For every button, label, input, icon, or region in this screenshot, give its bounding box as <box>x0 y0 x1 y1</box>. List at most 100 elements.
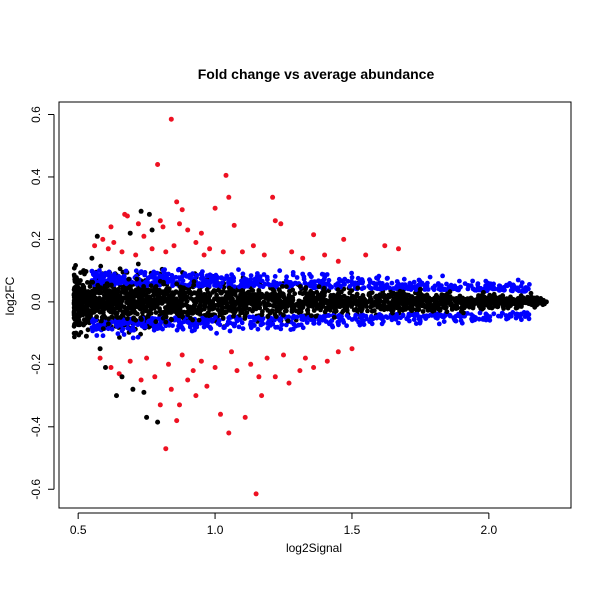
data-point <box>125 294 131 300</box>
data-point <box>112 290 118 295</box>
data-point <box>78 330 84 335</box>
data-point <box>373 294 378 300</box>
data-point <box>198 283 204 288</box>
data-point <box>119 249 125 255</box>
data-point <box>505 305 511 311</box>
data-point <box>157 273 163 279</box>
data-point <box>74 285 80 290</box>
data-point <box>130 335 136 341</box>
data-point <box>160 224 166 230</box>
data-point <box>180 313 185 319</box>
data-point <box>229 349 234 355</box>
data-point <box>283 303 289 308</box>
data-point <box>242 414 248 420</box>
data-point <box>327 298 333 303</box>
data-point <box>251 302 257 307</box>
data-point <box>322 252 328 258</box>
data-point <box>133 252 139 258</box>
data-point <box>313 313 319 319</box>
data-point <box>289 283 295 289</box>
data-point <box>320 294 326 300</box>
data-point <box>92 301 98 306</box>
data-point <box>384 282 390 288</box>
data-point <box>385 315 390 320</box>
data-point <box>316 317 322 322</box>
data-point <box>97 296 103 302</box>
data-point <box>410 302 416 308</box>
data-point <box>411 298 416 303</box>
data-point <box>145 319 151 325</box>
data-point <box>427 299 432 304</box>
data-point <box>331 315 337 320</box>
data-point <box>275 324 280 330</box>
data-point <box>91 304 96 310</box>
data-point <box>129 295 135 301</box>
data-point <box>278 303 284 309</box>
data-point <box>349 275 355 280</box>
data-point <box>491 281 496 287</box>
data-point <box>241 304 247 310</box>
data-point <box>444 291 450 297</box>
data-point <box>316 294 321 300</box>
data-point <box>316 284 322 290</box>
data-point <box>133 268 139 274</box>
data-point <box>330 324 336 330</box>
data-point <box>177 291 183 296</box>
data-point <box>185 377 191 383</box>
data-point <box>465 286 471 292</box>
data-point <box>403 306 409 311</box>
data-point <box>501 284 507 290</box>
data-point <box>437 308 443 313</box>
data-point <box>204 278 209 284</box>
data-point <box>126 276 132 282</box>
data-point <box>187 324 193 330</box>
data-point <box>115 295 121 301</box>
data-point <box>289 249 295 255</box>
data-point <box>106 292 111 298</box>
data-point <box>519 317 524 323</box>
data-point <box>214 330 220 336</box>
data-point <box>377 294 382 300</box>
data-point <box>238 317 243 323</box>
data-point <box>432 301 437 307</box>
data-point <box>395 315 400 320</box>
data-point <box>417 286 423 292</box>
data-point <box>81 317 87 323</box>
data-point <box>174 327 180 333</box>
data-point <box>135 322 141 328</box>
data-point <box>510 288 515 294</box>
y-tick-label: -0.2 <box>29 354 43 375</box>
data-point <box>141 389 147 395</box>
data-point <box>396 246 401 252</box>
data-point <box>130 299 136 305</box>
data-point <box>218 275 224 281</box>
data-point <box>248 273 254 278</box>
data-point <box>95 322 101 328</box>
data-point <box>353 312 359 318</box>
data-point <box>152 286 157 291</box>
data-point <box>333 294 339 300</box>
data-point <box>158 324 164 330</box>
data-point <box>413 321 419 326</box>
data-point <box>436 282 442 288</box>
data-point <box>347 296 353 302</box>
data-point <box>439 313 444 319</box>
data-point <box>146 312 152 318</box>
data-point <box>288 327 294 332</box>
data-point <box>239 293 244 299</box>
data-point <box>420 309 426 314</box>
data-point <box>289 309 295 314</box>
data-point <box>140 304 145 310</box>
data-point <box>85 300 91 306</box>
data-point <box>426 295 432 301</box>
data-point <box>436 321 442 327</box>
data-point <box>245 300 250 306</box>
data-point <box>220 315 226 321</box>
data-point <box>100 273 105 279</box>
data-point <box>441 304 447 309</box>
data-point <box>415 282 421 288</box>
data-point <box>470 286 476 292</box>
data-point <box>409 294 415 299</box>
data-point <box>427 274 433 280</box>
